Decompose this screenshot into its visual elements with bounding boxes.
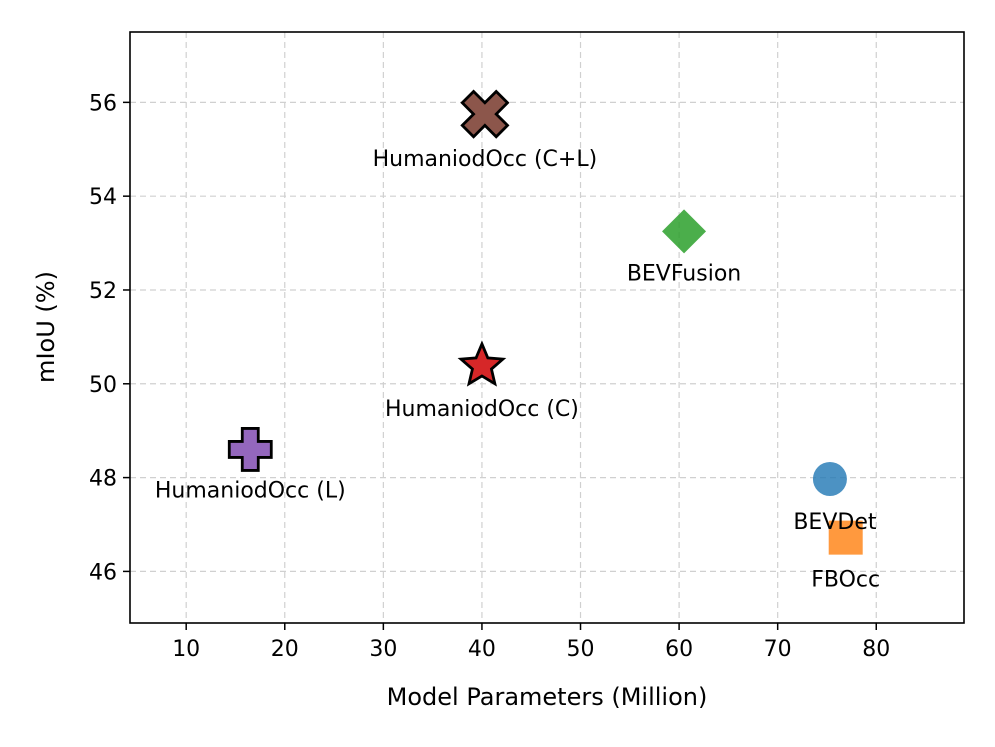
y-tick-label: 56 <box>89 91 117 116</box>
label-fbocc: FBOcc <box>811 568 880 593</box>
x-tick-label: 50 <box>567 637 595 662</box>
y-tick-label: 52 <box>89 279 117 304</box>
point-bevfusion <box>662 209 707 254</box>
point-fbocc <box>828 520 863 555</box>
y-axis-title: mIoU (%) <box>32 271 60 383</box>
y-tick-label: 54 <box>89 185 117 210</box>
x-tick-label: 30 <box>369 637 397 662</box>
axis-ticks: 10 20 30 40 50 60 70 80 46 48 50 52 54 56 <box>89 91 890 662</box>
data-points <box>227 89 863 555</box>
x-tick-label: 10 <box>172 637 200 662</box>
x-tick-label: 80 <box>862 637 890 662</box>
point-humaniodocc-l <box>227 427 273 472</box>
plot-frame <box>129 31 965 624</box>
x-axis-title: Model Parameters (Million) <box>387 683 708 711</box>
y-tick-label: 46 <box>89 560 117 585</box>
x-tick-label: 60 <box>665 637 693 662</box>
y-tick-label: 50 <box>89 373 117 398</box>
label-humaniodocc-c: HumaniodOcc (C) <box>385 397 579 422</box>
label-bevdet: BEVDet <box>793 510 877 535</box>
point-labels: HumaniodOcc (C+L) BEVFusion HumaniodOcc (C… <box>155 147 880 593</box>
point-bevdet <box>812 462 847 497</box>
point-humaniodocc-c-l <box>460 89 510 139</box>
label-humaniodocc-c-l: HumaniodOcc (C+L) <box>373 147 598 172</box>
point-humaniodocc-c <box>457 340 507 387</box>
x-tick-label: 20 <box>271 637 299 662</box>
label-humaniodocc-l: HumaniodOcc (L) <box>155 478 346 503</box>
label-bevfusion: BEVFusion <box>627 261 741 286</box>
x-tick-label: 40 <box>468 637 496 662</box>
x-tick-label: 70 <box>764 637 792 662</box>
y-tick-label: 48 <box>89 467 117 492</box>
